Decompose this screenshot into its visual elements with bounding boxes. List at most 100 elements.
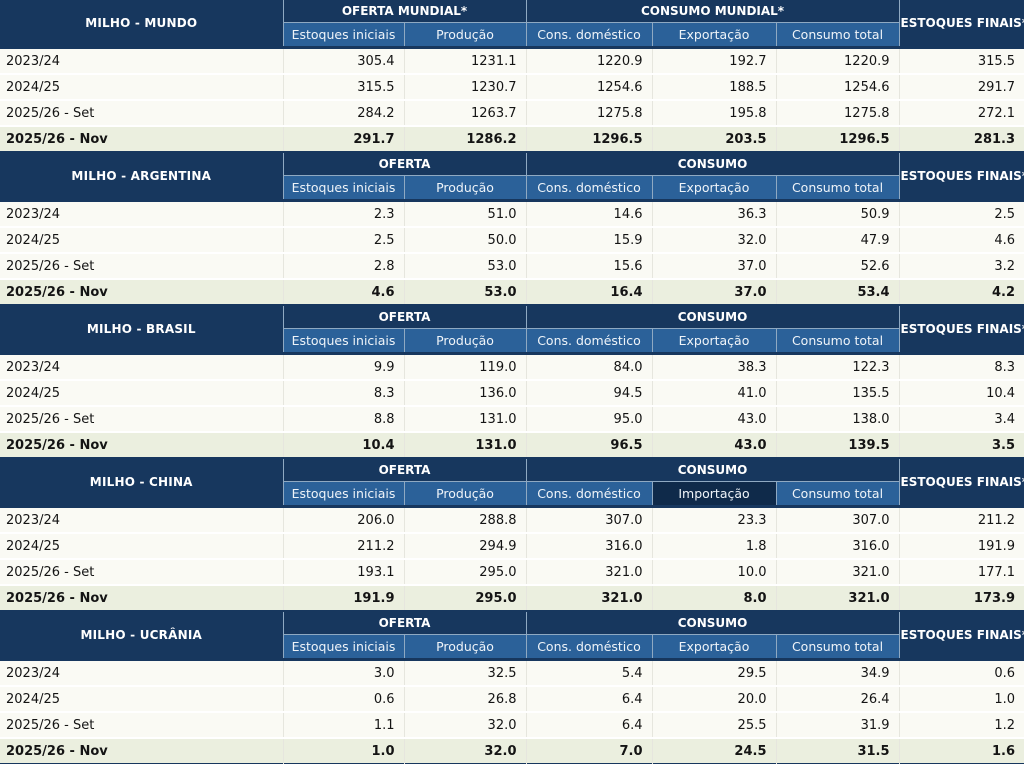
row-label: 2023/24 — [0, 353, 284, 381]
cell-exportacao-importacao: 1.8 — [652, 533, 777, 560]
cell-estoques-finais: 211.2 — [899, 506, 1024, 534]
section-title: MILHO - ARGENTINA — [0, 153, 284, 201]
cell-cons-domestico: 1296.5 — [526, 126, 653, 152]
cell-estoques-finais: 1.6 — [899, 738, 1024, 764]
cell-estoques-finais: 1.2 — [899, 712, 1024, 739]
cell-consumo-total: 321.0 — [776, 559, 900, 586]
cell-cons-domestico: 7.0 — [526, 738, 653, 764]
consumo-group-header: CONSUMO MUNDIAL* — [525, 0, 900, 23]
cell-exportacao-importacao: 24.5 — [652, 738, 777, 764]
cell-estoques-iniciais: 206.0 — [283, 506, 405, 534]
cell-producao: 32.0 — [404, 712, 527, 739]
cell-producao: 50.0 — [404, 227, 527, 254]
cell-producao: 294.9 — [404, 533, 527, 560]
column-header-exportacao-importacao: Importação — [651, 481, 777, 507]
column-header-exportacao-importacao: Exportação — [651, 22, 777, 48]
column-header-estoques-iniciais: Estoques iniciais — [282, 22, 405, 48]
table-row: 2024/25 8.3 136.0 94.5 41.0 135.5 10.4 — [0, 380, 1024, 407]
cell-producao: 1263.7 — [404, 100, 527, 127]
cell-estoques-finais: 315.5 — [899, 47, 1024, 75]
cell-cons-domestico: 15.6 — [526, 253, 653, 280]
table-row: 2024/25 315.5 1230.7 1254.6 188.5 1254.6… — [0, 74, 1024, 101]
column-header-row: Estoques iniciais Produção Cons. domésti… — [0, 634, 1024, 660]
cell-estoques-iniciais: 284.2 — [283, 100, 405, 127]
column-header-producao: Produção — [403, 22, 527, 48]
cell-producao: 53.0 — [404, 279, 527, 305]
column-header-cons-domestico: Cons. doméstico — [525, 328, 653, 354]
column-header-estoques-iniciais: Estoques iniciais — [282, 328, 405, 354]
cell-consumo-total: 1220.9 — [776, 47, 900, 75]
cell-exportacao-importacao: 188.5 — [652, 74, 777, 101]
cell-estoques-iniciais: 305.4 — [283, 47, 405, 75]
table-row: 2025/26 - Nov 191.9 295.0 321.0 8.0 321.… — [0, 585, 1024, 611]
group-header-row: MILHO - MUNDO OFERTA MUNDIAL* CONSUMO MU… — [0, 0, 1024, 48]
cell-consumo-total: 26.4 — [776, 686, 900, 713]
cell-estoques-iniciais: 1.1 — [283, 712, 405, 739]
cell-consumo-total: 1254.6 — [776, 74, 900, 101]
estoques-finais-header: ESTOQUES FINAIS* — [898, 0, 1024, 48]
oferta-group-header: OFERTA — [282, 306, 527, 329]
row-label: 2024/25 — [0, 227, 284, 254]
column-header-row: Estoques iniciais Produção Cons. domésti… — [0, 481, 1024, 507]
cell-producao: 131.0 — [404, 406, 527, 433]
group-header-row: MILHO - BRASIL OFERTA CONSUMO ESTOQUES F… — [0, 306, 1024, 354]
table-row: 2025/26 - Nov 291.7 1286.2 1296.5 203.5 … — [0, 126, 1024, 152]
cell-producao: 32.5 — [404, 659, 527, 687]
cell-estoques-finais: 2.5 — [899, 200, 1024, 228]
cell-exportacao-importacao: 20.0 — [652, 686, 777, 713]
cell-cons-domestico: 96.5 — [526, 432, 653, 458]
row-label: 2023/24 — [0, 506, 284, 534]
column-header-producao: Produção — [403, 328, 527, 354]
section-title: MILHO - CHINA — [0, 459, 284, 507]
cell-estoques-iniciais: 211.2 — [283, 533, 405, 560]
cell-estoques-finais: 291.7 — [899, 74, 1024, 101]
table-row: 2025/26 - Set 8.8 131.0 95.0 43.0 138.0 … — [0, 406, 1024, 433]
column-header-consumo-total: Consumo total — [775, 328, 900, 354]
cell-producao: 131.0 — [404, 432, 527, 458]
cell-consumo-total: 139.5 — [776, 432, 900, 458]
cell-estoques-iniciais: 8.3 — [283, 380, 405, 407]
cell-producao: 1231.1 — [404, 47, 527, 75]
column-header-producao: Produção — [403, 175, 527, 201]
table-row: 2025/26 - Set 193.1 295.0 321.0 10.0 321… — [0, 559, 1024, 586]
column-header-consumo-total: Consumo total — [775, 634, 900, 660]
cell-cons-domestico: 95.0 — [526, 406, 653, 433]
cell-producao: 295.0 — [404, 585, 527, 611]
cell-estoques-finais: 173.9 — [899, 585, 1024, 611]
cell-exportacao-importacao: 8.0 — [652, 585, 777, 611]
table-row: 2025/26 - Nov 4.6 53.0 16.4 37.0 53.4 4.… — [0, 279, 1024, 305]
column-header-row: Estoques iniciais Produção Cons. domésti… — [0, 175, 1024, 201]
row-label: 2025/26 - Set — [0, 406, 284, 433]
column-header-consumo-total: Consumo total — [775, 22, 900, 48]
group-header-row: MILHO - CHINA OFERTA CONSUMO ESTOQUES FI… — [0, 459, 1024, 507]
cell-consumo-total: 47.9 — [776, 227, 900, 254]
milho-section: MILHO - MUNDO OFERTA MUNDIAL* CONSUMO MU… — [0, 0, 1024, 153]
milho-section: MILHO - UCRÂNIA OFERTA CONSUMO ESTOQUES … — [0, 612, 1024, 764]
cell-producao: 136.0 — [404, 380, 527, 407]
table-row: 2023/24 305.4 1231.1 1220.9 192.7 1220.9… — [0, 47, 1024, 75]
cell-consumo-total: 50.9 — [776, 200, 900, 228]
column-header-exportacao-importacao: Exportação — [651, 175, 777, 201]
table-row: 2025/26 - Set 284.2 1263.7 1275.8 195.8 … — [0, 100, 1024, 127]
row-label: 2025/26 - Nov — [0, 126, 284, 152]
cell-cons-domestico: 316.0 — [526, 533, 653, 560]
cell-cons-domestico: 14.6 — [526, 200, 653, 228]
column-header-consumo-total: Consumo total — [775, 481, 900, 507]
cell-estoques-finais: 177.1 — [899, 559, 1024, 586]
row-label: 2023/24 — [0, 47, 284, 75]
oferta-group-header: OFERTA — [282, 459, 527, 482]
column-header-cons-domestico: Cons. doméstico — [525, 634, 653, 660]
cell-cons-domestico: 307.0 — [526, 506, 653, 534]
milho-section: MILHO - BRASIL OFERTA CONSUMO ESTOQUES F… — [0, 306, 1024, 459]
cell-exportacao-importacao: 36.3 — [652, 200, 777, 228]
cell-exportacao-importacao: 195.8 — [652, 100, 777, 127]
cell-consumo-total: 138.0 — [776, 406, 900, 433]
column-header-estoques-iniciais: Estoques iniciais — [282, 175, 405, 201]
cell-cons-domestico: 1275.8 — [526, 100, 653, 127]
oferta-group-header: OFERTA — [282, 612, 527, 635]
cell-estoques-finais: 0.6 — [899, 659, 1024, 687]
cell-estoques-finais: 191.9 — [899, 533, 1024, 560]
cell-estoques-iniciais: 0.6 — [283, 686, 405, 713]
row-label: 2024/25 — [0, 74, 284, 101]
